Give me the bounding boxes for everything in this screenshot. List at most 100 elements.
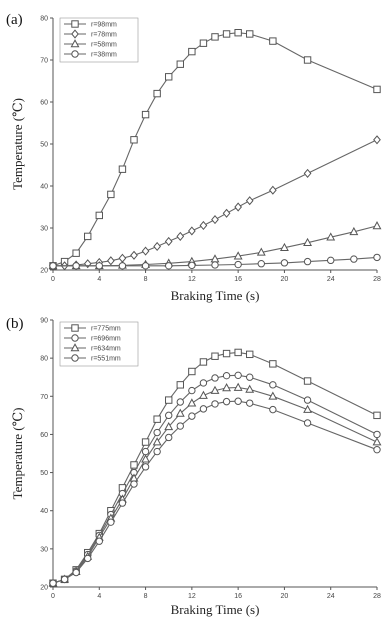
data-point — [118, 165, 127, 173]
data-point — [373, 85, 381, 94]
data-point — [210, 385, 220, 394]
data-point — [211, 400, 219, 408]
data-point — [165, 73, 173, 81]
y-tick-label: 60 — [40, 432, 48, 439]
data-point — [49, 579, 57, 587]
data-point — [152, 437, 162, 446]
data-point — [372, 221, 382, 230]
data-point — [130, 480, 138, 488]
legend-marker — [71, 50, 79, 58]
data-point — [222, 371, 231, 380]
data-point — [176, 60, 184, 68]
x-tick-label: 24 — [327, 276, 335, 283]
data-point — [141, 454, 151, 463]
data-point — [141, 110, 150, 119]
data-point — [234, 397, 242, 405]
data-point — [141, 262, 150, 270]
data-point — [245, 384, 255, 393]
legend-marker — [71, 324, 79, 332]
data-point — [269, 37, 277, 45]
data-point — [107, 190, 115, 199]
data-point — [245, 196, 254, 206]
series-line — [52, 386, 378, 584]
data-point — [118, 262, 127, 270]
data-point — [84, 554, 92, 563]
data-point — [268, 391, 278, 400]
data-point — [141, 438, 150, 446]
x-tick-label: 0 — [51, 593, 55, 600]
data-point — [211, 374, 219, 382]
y-tick-label: 70 — [40, 394, 48, 401]
data-point — [188, 386, 196, 395]
series-r=634mm — [48, 382, 382, 587]
legend-marker — [70, 343, 80, 352]
chart-panel-b: (b) 0 4 8 12 16 20 24 28 20 30 40 50 60 70 80 90 Braking … — [6, 316, 382, 617]
y-tick-label: 80 — [40, 16, 48, 23]
legend-label: r=551mm — [91, 356, 121, 363]
data-point — [303, 56, 312, 64]
y-tick-label: 90 — [40, 318, 48, 325]
data-point — [72, 568, 80, 577]
data-point — [303, 404, 313, 413]
data-point — [60, 575, 69, 584]
data-point — [141, 463, 150, 471]
data-point — [199, 39, 208, 47]
data-point — [373, 253, 381, 262]
data-point — [130, 461, 138, 469]
data-point — [153, 241, 161, 252]
x-tick-label: 28 — [373, 593, 381, 600]
data-point — [233, 382, 243, 391]
data-point — [246, 399, 254, 407]
data-point — [95, 537, 103, 545]
legend-label: r=58mm — [91, 42, 117, 49]
chart-panel-a: (a) 0 4 8 12 16 20 24 28 20 30 40 50 60 70 80 Braking Ti… — [6, 12, 382, 303]
data-point — [165, 396, 173, 404]
data-point — [303, 419, 312, 427]
data-point — [303, 237, 313, 246]
data-point — [373, 445, 381, 454]
data-point — [234, 29, 242, 37]
data-point — [176, 422, 184, 430]
data-point — [165, 433, 173, 442]
y-tick-label: 50 — [40, 142, 48, 149]
series-line — [53, 139, 378, 267]
data-point — [211, 33, 219, 41]
data-point — [303, 396, 312, 404]
data-point — [199, 405, 208, 413]
data-point — [188, 47, 196, 56]
x-tick-label: 12 — [188, 276, 196, 283]
series-line — [52, 400, 378, 584]
data-point — [165, 262, 173, 270]
data-point — [141, 246, 150, 256]
x-axis-label: Braking Time (s) — [171, 288, 260, 303]
x-tick-label: 16 — [234, 593, 242, 600]
y-axis-label: Temperature (℃) — [10, 98, 25, 190]
y-tick-label: 40 — [40, 508, 48, 515]
data-point — [211, 215, 219, 225]
y-tick-label: 80 — [40, 356, 48, 363]
data-point — [176, 381, 184, 389]
data-point — [269, 381, 277, 389]
data-point — [118, 499, 127, 507]
y-tick-label: 60 — [40, 100, 48, 107]
data-point — [188, 226, 196, 236]
data-point — [199, 220, 208, 231]
data-point — [176, 398, 184, 406]
legend: r=775mm r=696mm r=634mm r=551mm — [59, 321, 139, 367]
legend-label: r=78mm — [91, 32, 117, 39]
data-point — [269, 185, 277, 195]
data-point — [350, 255, 358, 263]
data-point — [279, 242, 289, 252]
data-point — [246, 373, 254, 381]
data-point — [211, 352, 219, 360]
x-tick-label: 8 — [144, 276, 148, 283]
x-tick-label: 28 — [373, 276, 381, 283]
data-point — [234, 348, 242, 357]
data-point — [199, 358, 208, 366]
data-point — [83, 259, 92, 269]
data-point — [234, 260, 242, 269]
x-tick-label: 12 — [188, 593, 196, 600]
data-point — [303, 168, 312, 178]
data-point — [107, 518, 115, 526]
